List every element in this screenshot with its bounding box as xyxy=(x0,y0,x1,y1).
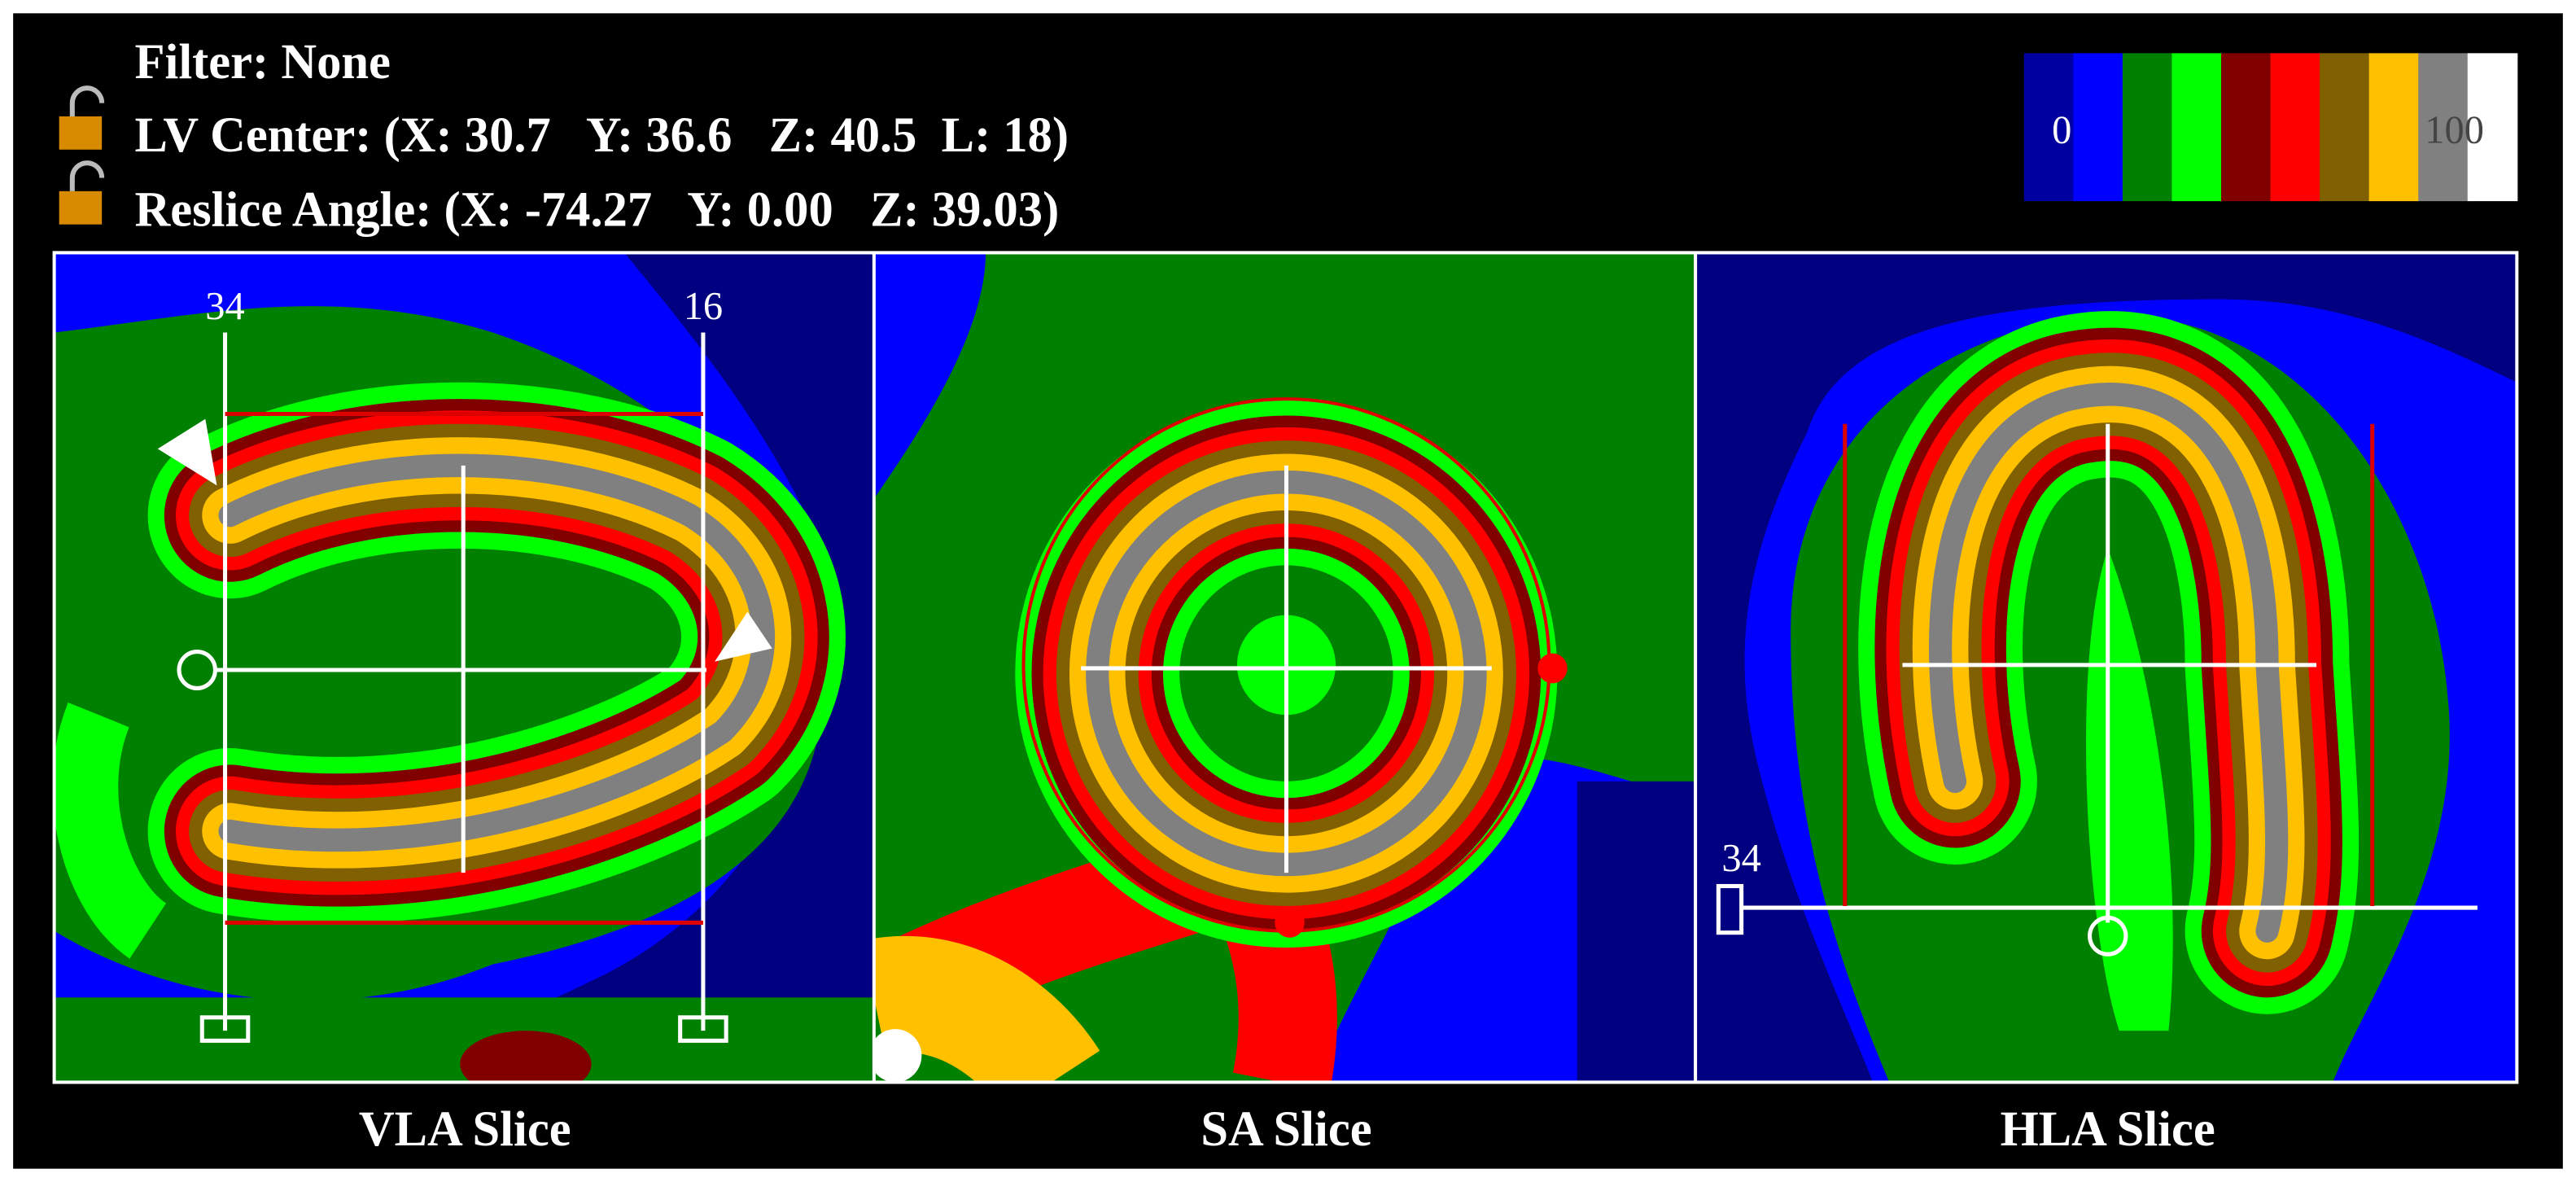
sa-image xyxy=(873,252,1695,1083)
vla-overlay xyxy=(177,332,728,1043)
slice-marker: 34 xyxy=(1721,836,1760,880)
uptake-band xyxy=(218,453,776,852)
image-frame xyxy=(52,251,2519,1084)
panel-title: HLA Slice xyxy=(2001,1102,2215,1157)
sa-overlay xyxy=(1081,465,1492,873)
reslice-angle-label: Reslice Angle: (X: -74.27 Y: 0.00 Z: 39.… xyxy=(135,182,1060,237)
lock-icon[interactable] xyxy=(59,160,105,225)
colorbar xyxy=(2023,53,2518,202)
colorbar-min: 0 xyxy=(2052,107,2071,151)
colorbar-swatch xyxy=(2418,53,2469,202)
colorbar-swatch xyxy=(2320,53,2370,202)
colorbar-swatch xyxy=(2023,53,2075,202)
lock-icon[interactable] xyxy=(59,85,105,150)
colorbar-swatch xyxy=(2467,53,2518,202)
slice-marker: 16 xyxy=(684,284,723,328)
hla-overlay xyxy=(1716,423,2478,957)
colorbar-swatch xyxy=(2171,53,2223,202)
uptake-band xyxy=(1086,470,1487,877)
uptake-band xyxy=(1928,383,2289,943)
colorbar-max: 100 xyxy=(2425,107,2484,151)
filter-label: Filter: None xyxy=(135,35,391,90)
colorbar-swatch xyxy=(2073,53,2123,202)
panel-title: VLA Slice xyxy=(359,1102,571,1157)
slice-marker: 34 xyxy=(205,284,244,328)
colorbar-swatch xyxy=(2122,53,2173,202)
colorbar-swatch xyxy=(2368,53,2420,202)
lv-center-label: LV Center: (X: 30.7 Y: 36.6 Z: 40.5 L: 1… xyxy=(135,108,1069,163)
vla-image xyxy=(54,252,873,1083)
panel-title: SA Slice xyxy=(1201,1102,1371,1157)
hla-image xyxy=(1695,252,2517,1083)
handle[interactable] xyxy=(715,611,772,662)
colorbar-swatch xyxy=(2221,53,2272,202)
colorbar-swatch xyxy=(2270,53,2321,202)
handle[interactable] xyxy=(157,418,217,486)
